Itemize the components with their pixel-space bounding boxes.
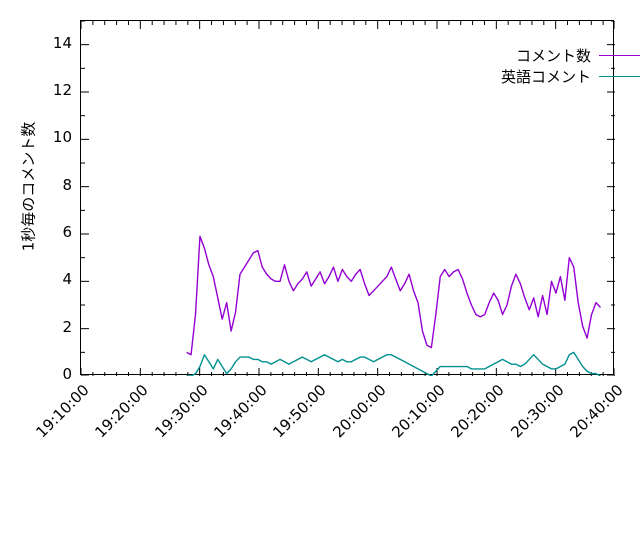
- y-tick-label: 12: [52, 81, 72, 99]
- series-line-english-comments: [186, 351, 601, 376]
- series-line-comments: [186, 235, 601, 356]
- y-tick-label: 2: [62, 317, 72, 336]
- y-tick-label: 6: [62, 223, 72, 241]
- legend-label-english-comments: 英語コメント: [501, 68, 592, 86]
- y-tick-label: 8: [62, 175, 72, 194]
- plot-area: コメント数 英語コメント: [80, 20, 640, 376]
- y-tick-label: 10: [52, 128, 72, 147]
- y-tick-label: 0: [62, 365, 72, 383]
- legend-label-comments: コメント数: [516, 47, 592, 65]
- legend-swatch-english-comments: [599, 76, 640, 77]
- legend-item-comments: コメント数: [501, 45, 640, 66]
- legend-swatch-comments: [599, 55, 640, 56]
- chart-legend: コメント数 英語コメント: [501, 45, 640, 87]
- chart-container: 1秒毎のコメント数 0 2 4 6 8 10 12 14 19:10:00 19:20:00 19…: [20, 20, 640, 441]
- y-tick-label: 4: [62, 270, 72, 289]
- y-tick-label: 14: [52, 33, 72, 52]
- legend-item-english-comments: 英語コメント: [501, 66, 640, 87]
- plot-lines: [81, 21, 615, 376]
